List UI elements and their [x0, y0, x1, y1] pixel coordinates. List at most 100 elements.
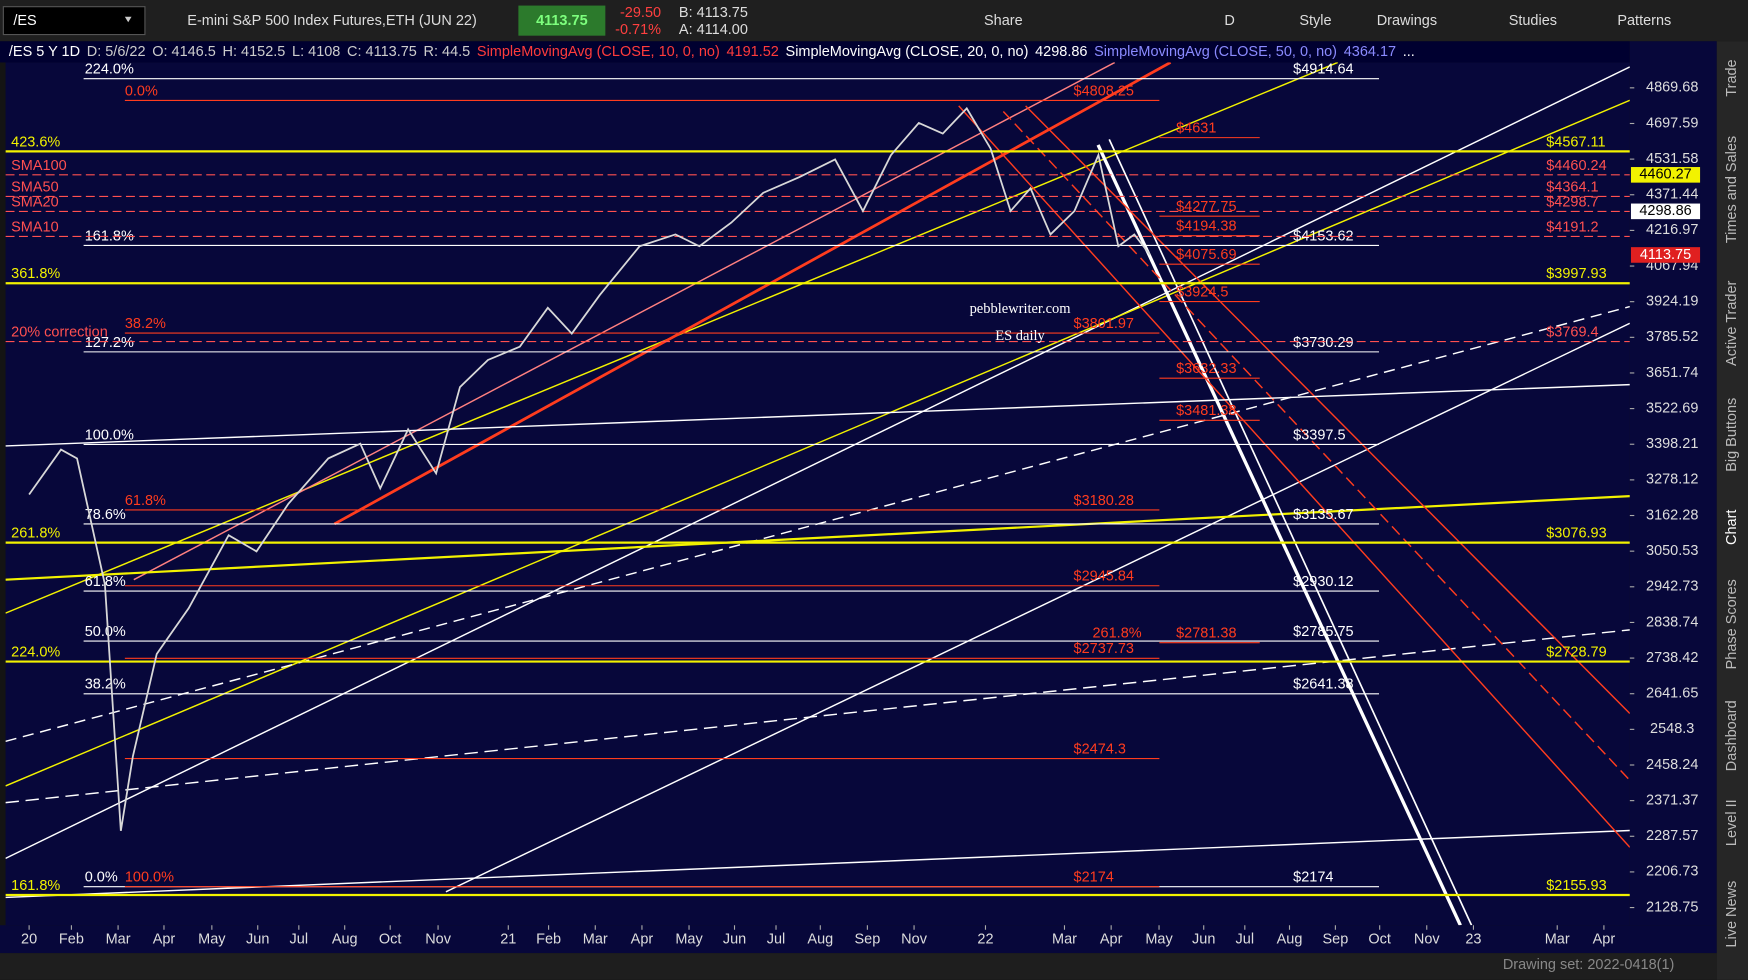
- x-tick-label: Oct: [379, 932, 402, 948]
- level-label: $3632.33: [1176, 361, 1236, 377]
- y-tick-label: 2371.37: [1646, 792, 1698, 808]
- x-tick-label: Feb: [536, 932, 561, 948]
- trendline: [1108, 138, 1473, 926]
- x-tick-label: Mar: [1052, 932, 1077, 948]
- sidebar-tab[interactable]: Chart: [1724, 510, 1740, 545]
- change-pct: -0.71%: [615, 22, 661, 38]
- sidebar-tab[interactable]: Live News: [1724, 881, 1740, 948]
- symbol: /ES: [13, 13, 36, 29]
- level-tag: SMA100: [11, 158, 67, 174]
- level-label: $2737.73: [1074, 641, 1134, 657]
- toolbar-button[interactable]: Style: [1299, 13, 1331, 29]
- level-label: $4298.7: [1546, 194, 1598, 210]
- change: -29.50: [620, 5, 661, 21]
- level-label: $3769.4: [1546, 324, 1598, 340]
- price-badge: [1630, 167, 1701, 183]
- price-badge: [1630, 247, 1701, 263]
- y-tick-label: 2458.24: [1646, 757, 1698, 773]
- level-label: $4631: [1176, 121, 1216, 137]
- level-label: $4460.24: [1546, 158, 1606, 174]
- level-tag: 20% correction: [11, 324, 108, 340]
- bid: B: 4113.75: [679, 5, 748, 21]
- level-label: $3481.38: [1176, 403, 1236, 419]
- level-label: $3135.67: [1293, 507, 1353, 523]
- sidebar-tab[interactable]: Level II: [1724, 799, 1740, 846]
- price-axis: [1629, 41, 1717, 926]
- level-tag: 78.6%: [85, 507, 126, 523]
- legend-item: R: 44.5: [424, 44, 471, 60]
- watermark: pebblewriter.com: [970, 301, 1072, 317]
- toolbar-button[interactable]: Share: [984, 13, 1023, 29]
- sidebar-tab[interactable]: Active Trader: [1724, 280, 1740, 366]
- x-tick-label: Oct: [1368, 932, 1391, 948]
- y-tick-label: 2287.57: [1646, 828, 1698, 844]
- x-tick-label: Nov: [1414, 932, 1441, 948]
- x-tick-label: Jul: [1236, 932, 1255, 948]
- y-axis: 4869.684697.594531.584371.444216.974067.…: [1629, 80, 1701, 915]
- price-badge-label: 4113.75: [1640, 247, 1691, 263]
- level-label: $2174: [1293, 870, 1333, 886]
- x-tick-label: May: [675, 932, 703, 948]
- legend-item: SimpleMovingAvg (CLOSE, 20, 0, no): [786, 44, 1029, 60]
- toolbar-button[interactable]: Drawings: [1377, 13, 1437, 29]
- legend-bar: [0, 41, 1630, 63]
- toolbar-buttons: Share D Style Drawings Studies Patterns: [984, 13, 1671, 29]
- level-tag: 61.8%: [85, 574, 126, 590]
- level-tag: SMA50: [11, 179, 59, 195]
- trendline: [445, 322, 1630, 893]
- sidebar-tab[interactable]: Phase Scores: [1724, 579, 1740, 669]
- sidebar-tab[interactable]: Times and Sales: [1724, 136, 1740, 243]
- level-tag: 161.8%: [85, 228, 134, 244]
- y-tick-label: 3278.12: [1646, 472, 1698, 488]
- trendline: [5, 99, 1630, 787]
- level-label: $4808.25: [1074, 83, 1134, 99]
- x-tick-label: Mar: [106, 932, 131, 948]
- level-label: $4194.38: [1176, 219, 1236, 235]
- legend-item: D: 5/6/22: [87, 44, 146, 60]
- ask: A: 4114.00: [679, 22, 748, 38]
- level-label: $2641.38: [1293, 677, 1353, 693]
- y-tick-label: 3050.53: [1646, 543, 1698, 559]
- y-tick-label: 3162.28: [1646, 507, 1698, 523]
- y-tick-label: 3522.69: [1646, 400, 1698, 416]
- toolbar-button[interactable]: Patterns: [1617, 13, 1671, 29]
- x-tick-label: Nov: [425, 932, 452, 948]
- legend-item: SimpleMovingAvg (CLOSE, 10, 0, no): [477, 44, 720, 60]
- x-axis-bar: [0, 925, 1717, 954]
- level-tag: 423.6%: [11, 134, 60, 150]
- legend-item: SimpleMovingAvg (CLOSE, 50, 0, no): [1094, 44, 1337, 60]
- level-tag: 0.0%: [125, 83, 158, 99]
- toolbar-button[interactable]: D: [1224, 13, 1234, 29]
- y-tick-label: 3651.74: [1646, 365, 1698, 381]
- toolbar: [0, 0, 1748, 42]
- sidebar-tab[interactable]: Trade: [1724, 59, 1740, 96]
- sidebar-tab[interactable]: Big Buttons: [1724, 398, 1740, 472]
- x-tick-label: Mar: [583, 932, 608, 948]
- x-tick-label: 22: [977, 932, 993, 948]
- level-label: $2930.12: [1293, 574, 1353, 590]
- y-tick-label: 2738.42: [1646, 650, 1698, 666]
- legend-item: /ES 5 Y 1D: [9, 44, 80, 60]
- level-tag: 100.0%: [125, 870, 174, 886]
- y-tick-label: 2548.3: [1650, 721, 1694, 737]
- level-label: $4191.2: [1546, 219, 1598, 235]
- level-label: $3180.28: [1074, 493, 1134, 509]
- x-tick-label: Feb: [59, 932, 84, 948]
- level-tag: 361.8%: [11, 266, 60, 282]
- x-tick-label: Apr: [1100, 932, 1123, 948]
- legend-item: 4191.52: [726, 44, 778, 60]
- level-label: $4914.64: [1293, 62, 1353, 78]
- trendline: [958, 105, 1630, 848]
- y-tick-label: 2206.73: [1646, 864, 1698, 880]
- sidebar-tab[interactable]: Dashboard: [1724, 700, 1740, 771]
- toolbar-button[interactable]: Studies: [1509, 13, 1557, 29]
- symbol-box[interactable]: [2, 6, 146, 36]
- y-tick-label: 2942.73: [1646, 579, 1698, 595]
- x-tick-label: Apr: [1593, 932, 1616, 948]
- level-tag: 224.0%: [11, 644, 60, 660]
- price-badge-label: 4460.27: [1639, 167, 1691, 183]
- y-tick-label: 4371.44: [1646, 187, 1698, 203]
- description: E-mini S&P 500 Index Futures,ETH (JUN 22…: [187, 13, 477, 29]
- x-tick-label: May: [1145, 932, 1173, 948]
